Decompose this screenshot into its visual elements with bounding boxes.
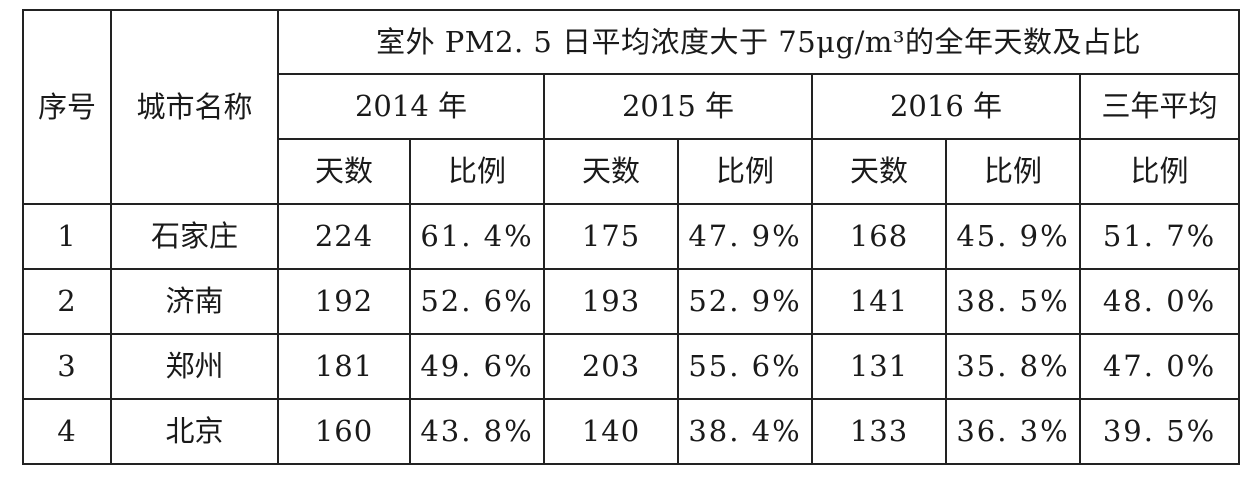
row-days-2015: 175 bbox=[543, 203, 679, 270]
header-seq: 序号 bbox=[22, 9, 112, 205]
row-days-2015: 203 bbox=[543, 333, 679, 400]
table-row: 1 石家庄 224 61. 4% 175 47. 9% 168 45. 9% 5… bbox=[22, 203, 1241, 270]
header-row-years: 2014 年 2015 年 2016 年 三年平均 bbox=[23, 73, 1241, 140]
header-three-year-avg: 三年平均 bbox=[1078, 73, 1241, 140]
row-ratio-avg: 48. 0% bbox=[1078, 268, 1241, 335]
row-ratio-2014: 49. 6% bbox=[409, 333, 545, 400]
row-ratio-2016: 38. 5% bbox=[945, 268, 1081, 335]
header-row-title: 序号 城市名称 室外 PM2. 5 日平均浓度大于 75μg/m³的全年天数及占… bbox=[22, 9, 1241, 205]
row-days-2014: 181 bbox=[277, 333, 411, 400]
row-ratio-2016: 45. 9% bbox=[945, 203, 1081, 270]
row-seq: 2 bbox=[22, 268, 112, 335]
row-days-2014: 192 bbox=[277, 268, 411, 335]
row-seq: 3 bbox=[22, 333, 112, 400]
row-seq: 4 bbox=[22, 398, 112, 465]
header-year-2016: 2016 年 bbox=[811, 73, 1081, 140]
header-row-sub: 天数 比例 天数 比例 天数 比例 比例 bbox=[23, 138, 1241, 205]
row-ratio-2015: 38. 4% bbox=[677, 398, 813, 465]
row-city: 济南 bbox=[110, 268, 279, 335]
row-ratio-2016: 36. 3% bbox=[945, 398, 1081, 465]
header-title: 室外 PM2. 5 日平均浓度大于 75μg/m³的全年天数及占比 bbox=[276, 9, 1241, 75]
row-days-2016: 141 bbox=[811, 268, 947, 335]
row-ratio-2015: 55. 6% bbox=[677, 333, 813, 400]
row-ratio-2014: 43. 8% bbox=[409, 398, 545, 465]
header-days-2015: 天数 bbox=[543, 138, 679, 205]
row-ratio-avg: 47. 0% bbox=[1078, 333, 1241, 400]
table-row: 2 济南 192 52. 6% 193 52. 9% 141 38. 5% 48… bbox=[22, 268, 1241, 335]
table-row: 4 北京 160 43. 8% 140 38. 4% 133 36. 3% 39… bbox=[22, 398, 1241, 465]
header-days-2014: 天数 bbox=[277, 138, 411, 205]
row-ratio-avg: 51. 7% bbox=[1078, 203, 1241, 270]
header-year-2014: 2014 年 bbox=[277, 73, 545, 140]
row-seq: 1 bbox=[22, 203, 112, 270]
header-ratio-2016: 比例 bbox=[945, 138, 1081, 205]
header-days-2016: 天数 bbox=[811, 138, 947, 205]
table-row: 3 郑州 181 49. 6% 203 55. 6% 131 35. 8% 47… bbox=[22, 333, 1241, 400]
row-city: 北京 bbox=[110, 398, 279, 465]
row-days-2015: 140 bbox=[543, 398, 679, 465]
header-ratio-2014: 比例 bbox=[409, 138, 545, 205]
header-ratio-2015: 比例 bbox=[677, 138, 813, 205]
row-ratio-2015: 52. 9% bbox=[677, 268, 813, 335]
header-city: 城市名称 bbox=[110, 9, 279, 205]
header-ratio-avg: 比例 bbox=[1078, 138, 1241, 205]
row-ratio-2015: 47. 9% bbox=[677, 203, 813, 270]
row-ratio-2014: 52. 6% bbox=[409, 268, 545, 335]
row-days-2014: 160 bbox=[277, 398, 411, 465]
row-ratio-avg: 39. 5% bbox=[1078, 398, 1241, 465]
row-days-2014: 224 bbox=[277, 203, 411, 270]
row-city: 石家庄 bbox=[110, 203, 279, 270]
row-ratio-2014: 61. 4% bbox=[409, 203, 545, 270]
header-year-2015: 2015 年 bbox=[543, 73, 813, 140]
pm25-table: 序号 城市名称 室外 PM2. 5 日平均浓度大于 75μg/m³的全年天数及占… bbox=[22, 9, 1241, 465]
row-city: 郑州 bbox=[110, 333, 279, 400]
row-days-2015: 193 bbox=[543, 268, 679, 335]
row-days-2016: 131 bbox=[811, 333, 947, 400]
row-days-2016: 133 bbox=[811, 398, 947, 465]
row-days-2016: 168 bbox=[811, 203, 947, 270]
row-ratio-2016: 35. 8% bbox=[945, 333, 1081, 400]
